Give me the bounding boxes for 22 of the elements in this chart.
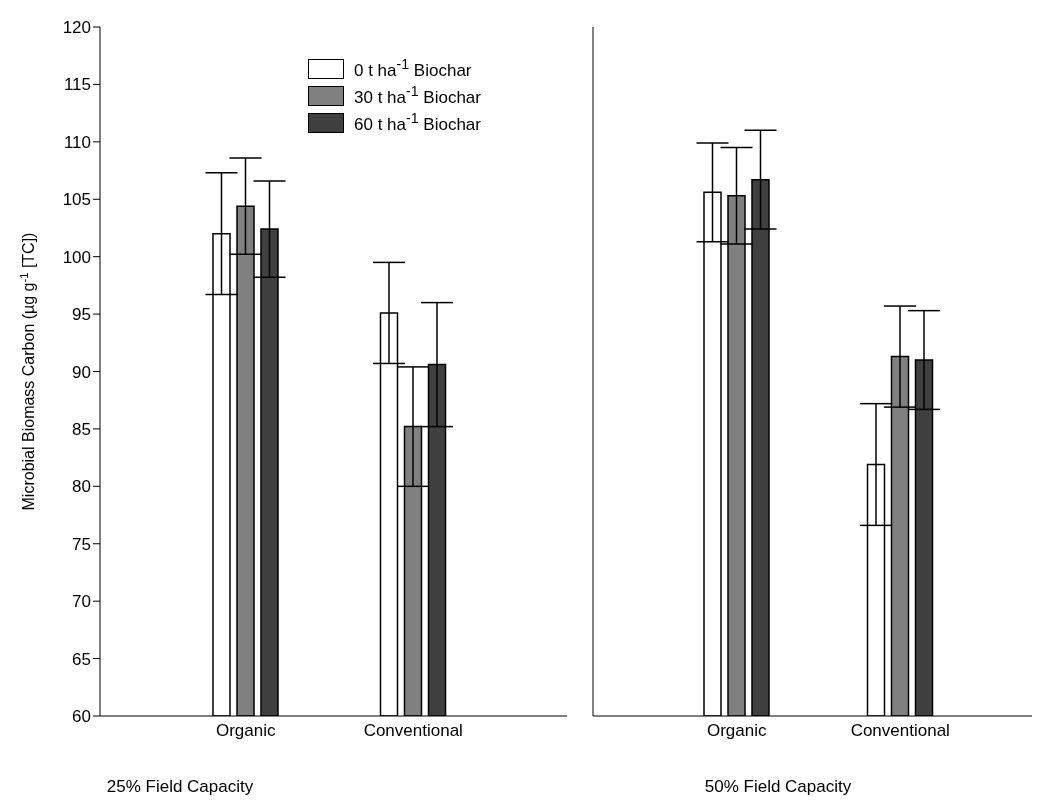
x-tick-label: Organic [706, 721, 768, 741]
y-tick-label: 60 [72, 707, 91, 727]
y-tick-label: 80 [72, 477, 91, 497]
y-tick-label: 90 [72, 362, 91, 382]
y-tick-label: 120 [62, 18, 91, 38]
y-tick-label: 85 [72, 419, 91, 439]
legend-label: 30 t ha$^{-1}$ Biochar [354, 83, 481, 108]
legend-label: 0 t ha$^{-1}$ Biochar [354, 56, 472, 81]
x-tick-label: Conventional [363, 721, 463, 741]
y-tick-label: 105 [62, 190, 91, 210]
y-tick-label: 95 [72, 305, 91, 325]
x-tick-label: Conventional [850, 721, 950, 741]
x-tick-label: Organic [215, 721, 277, 741]
y-tick-label: 75 [72, 534, 91, 554]
x-axis-title: 25% Field Capacity [106, 777, 254, 796]
y-tick-label: 70 [72, 592, 91, 612]
y-tick-label: 65 [72, 649, 91, 669]
y-tick-label: 110 [63, 132, 91, 152]
x-axis-title: 50% Field Capacity [704, 777, 852, 796]
legend-label: 60 t ha$^{-1}$ Biochar [354, 110, 481, 135]
y-tick-label: 115 [63, 75, 91, 95]
y-tick-label: 100 [62, 247, 91, 267]
